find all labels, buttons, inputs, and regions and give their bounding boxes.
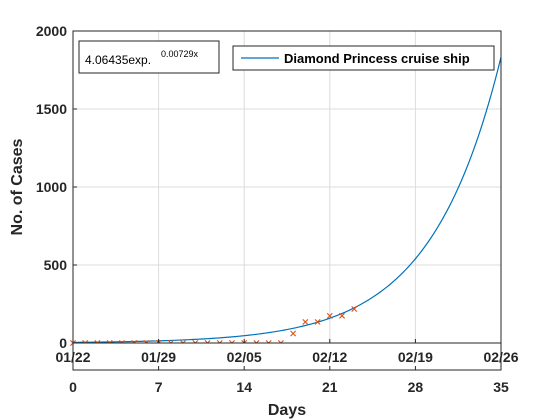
data-point [314,318,321,325]
y-tick-label: 1500 [36,101,67,117]
x-tick-label: 35 [493,379,509,395]
x-tick-label: 21 [322,379,338,395]
data-point [339,312,346,319]
legend: Diamond Princess cruise ship [232,45,495,71]
x-axis: 0 7 14 21 28 35 [69,366,509,395]
date-tick-label: 02/12 [312,349,347,365]
date-tick-label: 02/19 [398,349,433,365]
x-tick-label: 14 [236,379,252,395]
x-tick-label: 28 [408,379,424,395]
date-tick-label: 01/22 [55,349,90,365]
y-axis: 0 500 1000 1500 2000 [36,23,77,351]
x-tick-label: 0 [69,379,77,395]
x-tick-label: 7 [155,379,163,395]
data-point [290,330,297,337]
date-axis: 01/22 01/29 02/05 02/12 02/19 02/26 [55,339,519,365]
y-tick-label: 0 [59,335,67,351]
date-tick-label: 01/29 [141,349,176,365]
equation-base: 4.06435exp. [85,53,151,67]
y-tick-label: 500 [44,257,68,273]
data-point [302,318,309,325]
data-point [351,306,358,312]
x-axis-title: Days [268,402,306,419]
grid [73,31,501,343]
equation-annotation: 4.06435exp. 0.00729x [78,40,220,74]
date-tick-label: 02/05 [227,349,262,365]
data-point [326,312,333,319]
equation-exponent: 0.00729x [161,49,199,59]
y-tick-label: 2000 [36,23,67,39]
legend-label: Diamond Princess cruise ship [284,51,470,66]
equation-box [78,40,220,74]
date-axis-box [72,342,502,371]
date-tick-label: 02/26 [483,349,518,365]
y-tick-label: 1000 [36,179,67,195]
y-axis-title: No. of Cases [9,138,26,235]
